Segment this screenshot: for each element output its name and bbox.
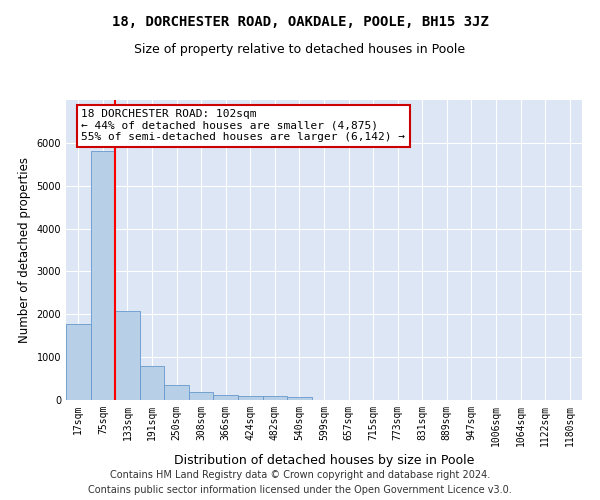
Text: Contains HM Land Registry data © Crown copyright and database right 2024.: Contains HM Land Registry data © Crown c… xyxy=(110,470,490,480)
Bar xyxy=(164,386,189,400)
Bar xyxy=(263,396,287,400)
Text: 18 DORCHESTER ROAD: 102sqm
← 44% of detached houses are smaller (4,875)
55% of s: 18 DORCHESTER ROAD: 102sqm ← 44% of deta… xyxy=(82,109,406,142)
Text: 18, DORCHESTER ROAD, OAKDALE, POOLE, BH15 3JZ: 18, DORCHESTER ROAD, OAKDALE, POOLE, BH1… xyxy=(112,15,488,29)
Bar xyxy=(287,397,312,400)
X-axis label: Distribution of detached houses by size in Poole: Distribution of detached houses by size … xyxy=(174,454,474,468)
Bar xyxy=(115,311,140,400)
Bar xyxy=(140,366,164,400)
Bar xyxy=(238,396,263,400)
Y-axis label: Number of detached properties: Number of detached properties xyxy=(18,157,31,343)
Bar xyxy=(66,324,91,400)
Bar xyxy=(214,395,238,400)
Text: Contains public sector information licensed under the Open Government Licence v3: Contains public sector information licen… xyxy=(88,485,512,495)
Bar xyxy=(91,150,115,400)
Text: Size of property relative to detached houses in Poole: Size of property relative to detached ho… xyxy=(134,42,466,56)
Bar xyxy=(189,392,214,400)
